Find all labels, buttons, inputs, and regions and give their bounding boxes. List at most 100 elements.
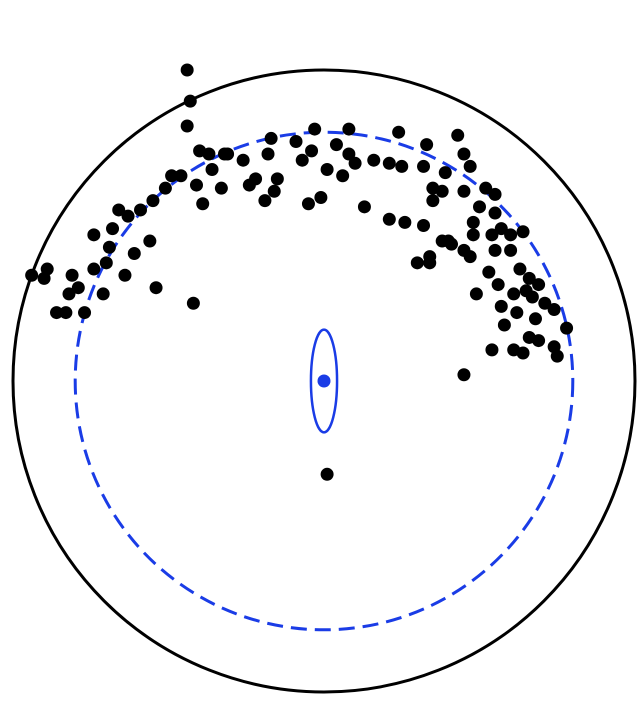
data-point (532, 278, 545, 291)
data-point (265, 132, 278, 145)
data-point (457, 147, 470, 160)
data-point (467, 228, 480, 241)
data-point (451, 129, 464, 142)
data-point (159, 182, 172, 195)
data-point (146, 194, 159, 207)
data-point (296, 154, 309, 167)
data-point (482, 266, 495, 279)
data-point (62, 287, 75, 300)
data-point (520, 284, 533, 297)
data-point (330, 138, 343, 151)
data-point (467, 216, 480, 229)
data-point (417, 160, 430, 173)
data-point (59, 306, 72, 319)
data-point (66, 269, 79, 282)
data-point (78, 306, 91, 319)
data-point (302, 197, 315, 210)
data-point (513, 263, 526, 276)
data-point (517, 347, 530, 360)
data-point (165, 169, 178, 182)
data-point (436, 235, 449, 248)
data-point (548, 303, 561, 316)
data-point (122, 210, 135, 223)
data-point (134, 203, 147, 216)
data-point (321, 468, 334, 481)
data-point (206, 163, 219, 176)
data-point (560, 322, 573, 335)
data-point (181, 64, 194, 77)
data-point (271, 172, 284, 185)
data-point (97, 287, 110, 300)
data-point (470, 287, 483, 300)
data-point (258, 194, 271, 207)
data-point (489, 188, 502, 201)
data-point (498, 319, 511, 332)
data-point (411, 256, 424, 269)
data-point (495, 300, 508, 313)
data-point (305, 144, 318, 157)
data-point (548, 340, 561, 353)
data-point (342, 123, 355, 136)
data-point (349, 157, 362, 170)
data-point (492, 278, 505, 291)
data-point (150, 281, 163, 294)
data-point (439, 166, 452, 179)
data-point (249, 172, 262, 185)
data-point (118, 269, 131, 282)
data-point (383, 157, 396, 170)
statistics-layer (311, 330, 337, 433)
data-point (358, 200, 371, 213)
data-point (517, 225, 530, 238)
data-point (290, 135, 303, 148)
data-point (489, 207, 502, 220)
data-point (262, 147, 275, 160)
data-point (215, 182, 228, 195)
data-point (457, 185, 470, 198)
data-point (457, 368, 470, 381)
data-point (336, 169, 349, 182)
data-point (103, 241, 116, 254)
data-point (420, 138, 433, 151)
data-point (464, 250, 477, 263)
data-point (489, 244, 502, 257)
data-point (308, 123, 321, 136)
data-point (187, 297, 200, 310)
data-point (184, 95, 197, 108)
data-point (417, 219, 430, 232)
data-point (398, 216, 411, 229)
data-point (218, 147, 231, 160)
data-point (181, 119, 194, 132)
data-point (41, 263, 54, 276)
data-point (190, 179, 203, 192)
data-point (383, 213, 396, 226)
data-point (87, 228, 100, 241)
data-point (106, 222, 119, 235)
data-point (485, 343, 498, 356)
data-point (143, 235, 156, 248)
data-point (314, 191, 327, 204)
data-point (464, 160, 477, 173)
data-point (523, 331, 536, 344)
data-point (510, 306, 523, 319)
data-point (100, 256, 113, 269)
data-point (392, 126, 405, 139)
data-point (367, 154, 380, 167)
data-point (25, 269, 38, 282)
mean-vector-point (318, 375, 331, 388)
data-point (395, 160, 408, 173)
data-point (87, 263, 100, 276)
data-point (504, 244, 517, 257)
data-point (507, 287, 520, 300)
data-point (128, 247, 141, 260)
data-point (426, 182, 439, 195)
data-point (237, 154, 250, 167)
data-point (202, 147, 215, 160)
data-point (423, 250, 436, 263)
data-point (426, 194, 439, 207)
data-point (504, 228, 517, 241)
data-points-layer (25, 64, 573, 481)
data-point (196, 197, 209, 210)
data-point (473, 200, 486, 213)
data-point (529, 312, 542, 325)
